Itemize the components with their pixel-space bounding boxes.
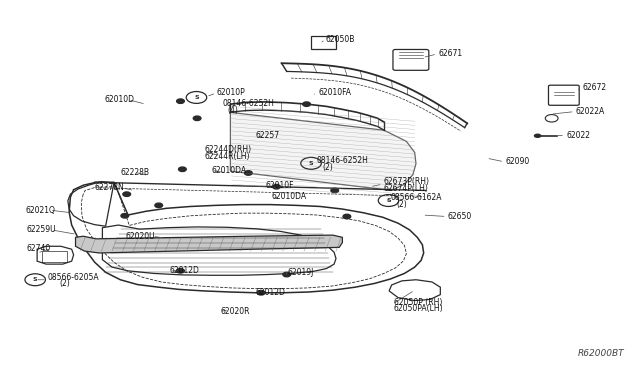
Text: 62673P(RH): 62673P(RH) xyxy=(384,177,430,186)
Text: 62050PA(LH): 62050PA(LH) xyxy=(394,304,444,313)
Circle shape xyxy=(331,188,339,193)
Text: R62000BT: R62000BT xyxy=(577,349,624,358)
Text: 08566-6162A: 08566-6162A xyxy=(390,193,442,202)
Text: S: S xyxy=(386,198,391,203)
Polygon shape xyxy=(76,235,342,253)
Circle shape xyxy=(283,272,291,277)
Text: 62671: 62671 xyxy=(438,49,463,58)
Text: 62278N: 62278N xyxy=(95,183,124,192)
Circle shape xyxy=(343,214,351,219)
Text: (2): (2) xyxy=(397,200,408,209)
Circle shape xyxy=(177,99,184,103)
Text: 62257: 62257 xyxy=(256,131,280,140)
Text: 08566-6205A: 08566-6205A xyxy=(48,273,100,282)
Text: 62010P: 62010P xyxy=(216,88,245,97)
Circle shape xyxy=(155,203,163,208)
Text: S: S xyxy=(194,95,199,100)
Circle shape xyxy=(193,116,201,121)
Circle shape xyxy=(273,185,280,189)
Text: 62228B: 62228B xyxy=(120,168,149,177)
Circle shape xyxy=(303,102,310,106)
Text: 62050B: 62050B xyxy=(325,35,355,44)
Text: 62050P (RH): 62050P (RH) xyxy=(394,298,442,307)
Text: (4): (4) xyxy=(227,106,238,115)
Text: S: S xyxy=(308,161,314,166)
Text: 62021Q: 62021Q xyxy=(26,206,56,215)
Text: 62012D: 62012D xyxy=(170,266,200,275)
Text: 62010F: 62010F xyxy=(266,181,294,190)
Text: 62020R: 62020R xyxy=(221,307,250,316)
Text: (2): (2) xyxy=(59,279,70,288)
Text: 62740: 62740 xyxy=(27,244,51,253)
Text: 08146-6252H: 08146-6252H xyxy=(223,99,275,108)
Text: 62090: 62090 xyxy=(506,157,530,166)
Circle shape xyxy=(257,291,265,295)
Text: 62022: 62022 xyxy=(566,131,590,140)
Circle shape xyxy=(123,192,131,196)
Text: 62259U: 62259U xyxy=(27,225,56,234)
Text: 62012D: 62012D xyxy=(256,288,286,296)
Text: 62650: 62650 xyxy=(448,212,472,221)
Text: 62244D(RH): 62244D(RH) xyxy=(205,145,252,154)
Text: 62020U: 62020U xyxy=(125,232,155,241)
Text: 62674P(LH): 62674P(LH) xyxy=(384,184,429,193)
Text: 62010DA: 62010DA xyxy=(211,166,246,175)
Text: 62019J: 62019J xyxy=(288,268,314,277)
Text: 62010D: 62010D xyxy=(105,95,135,104)
Circle shape xyxy=(179,167,186,171)
Text: 62672: 62672 xyxy=(582,83,607,92)
Text: 62010DA: 62010DA xyxy=(272,192,307,201)
Text: 08146-6252H: 08146-6252H xyxy=(316,156,368,165)
Text: S: S xyxy=(33,277,38,282)
Circle shape xyxy=(121,214,129,218)
Text: 62022A: 62022A xyxy=(576,107,605,116)
Text: (2): (2) xyxy=(322,163,333,172)
Circle shape xyxy=(534,134,541,138)
Text: 62010FA: 62010FA xyxy=(318,88,351,97)
Polygon shape xyxy=(230,112,416,190)
Circle shape xyxy=(244,171,252,175)
Circle shape xyxy=(177,269,184,273)
Text: 62244R(LH): 62244R(LH) xyxy=(205,152,250,161)
